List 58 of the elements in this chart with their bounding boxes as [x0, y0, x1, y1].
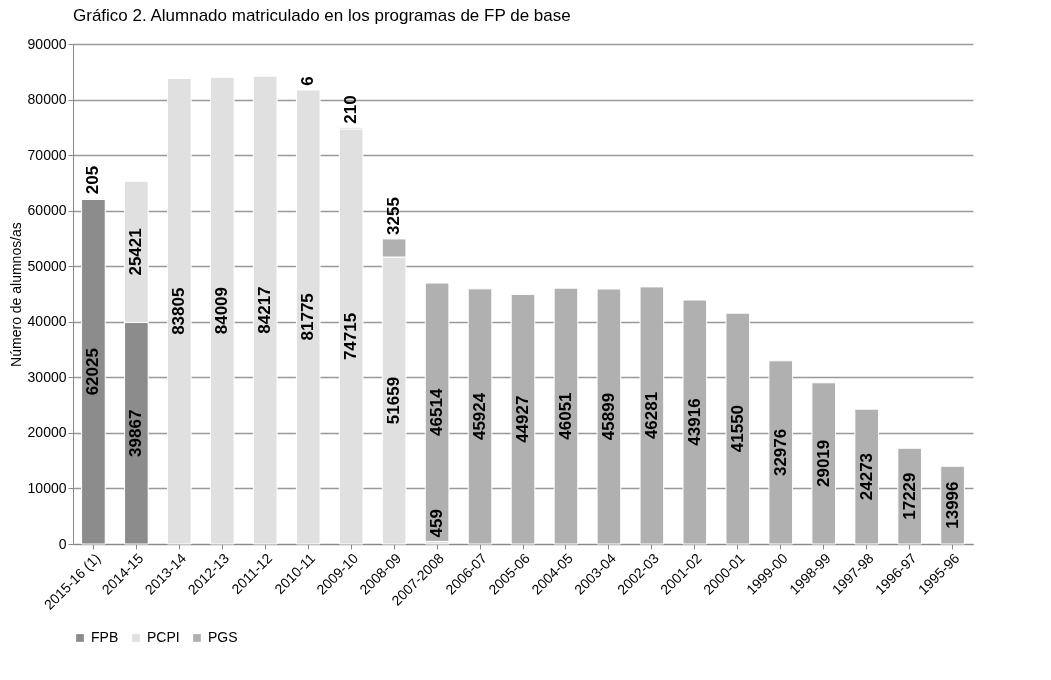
data-label: 81775: [298, 293, 318, 341]
data-label: 24273: [856, 452, 876, 501]
data-label: 25421: [126, 228, 146, 276]
y-tick-label: 10000: [27, 479, 67, 496]
data-label: 46514: [427, 388, 447, 436]
chart-title: Gráfico 2. Alumnado matriculado en los programas de FP de base: [73, 6, 571, 25]
data-label: 46051: [555, 392, 575, 440]
data-label: 41550: [727, 404, 747, 453]
data-label: 44927: [513, 395, 532, 443]
bar: [768, 360, 794, 545]
bar: [553, 287, 579, 545]
data-label: 29019: [813, 439, 833, 488]
bar: [510, 293, 536, 545]
data-label: 83805: [169, 287, 189, 335]
bar: [295, 89, 321, 545]
data-label: 84217: [255, 286, 275, 334]
data-label: 43916: [684, 398, 704, 446]
bar: [467, 288, 493, 545]
bar: [639, 286, 665, 545]
legend-label: PCPI: [147, 629, 180, 645]
bar: [338, 128, 364, 545]
data-label: 46281: [641, 391, 661, 440]
y-tick-label: 60000: [27, 202, 67, 219]
legend-label: FPB: [91, 629, 119, 645]
data-label: 62025: [83, 348, 103, 396]
data-label: 459: [427, 509, 447, 538]
y-tick-label: 40000: [27, 313, 67, 330]
data-label: 205: [83, 165, 103, 195]
data-label: 39867: [126, 409, 146, 457]
y-tick-label: 50000: [27, 257, 67, 274]
y-tick-label: 80000: [27, 91, 67, 108]
y-tick-label: 70000: [27, 146, 67, 163]
y-tick-label: 90000: [27, 35, 67, 52]
bar: [725, 312, 751, 545]
bar: [209, 76, 235, 545]
bar: [424, 282, 450, 542]
bar: [596, 288, 622, 545]
data-label: 45924: [470, 392, 490, 441]
bar: [682, 299, 708, 545]
data-label: 51659: [384, 376, 404, 425]
bar: [252, 75, 278, 545]
y-axis-title: Número de alumnos/as: [7, 222, 24, 367]
bar: [811, 382, 837, 545]
legend-label: PGS: [208, 629, 238, 645]
data-label: 210: [341, 95, 361, 124]
y-tick-label: 0: [58, 535, 67, 552]
data-label: 13996: [942, 481, 962, 529]
data-label: 74715: [341, 312, 361, 361]
data-label: 32976: [770, 428, 790, 477]
data-label: 45899: [598, 392, 618, 441]
y-tick-label: 30000: [27, 368, 67, 385]
bar: [854, 408, 879, 545]
y-tick-label: 20000: [27, 424, 67, 441]
data-label: 3255: [384, 197, 404, 235]
data-label: 17229: [899, 472, 919, 520]
data-label: 84009: [212, 287, 232, 335]
bar: [167, 77, 192, 545]
data-label: 6: [298, 76, 318, 86]
